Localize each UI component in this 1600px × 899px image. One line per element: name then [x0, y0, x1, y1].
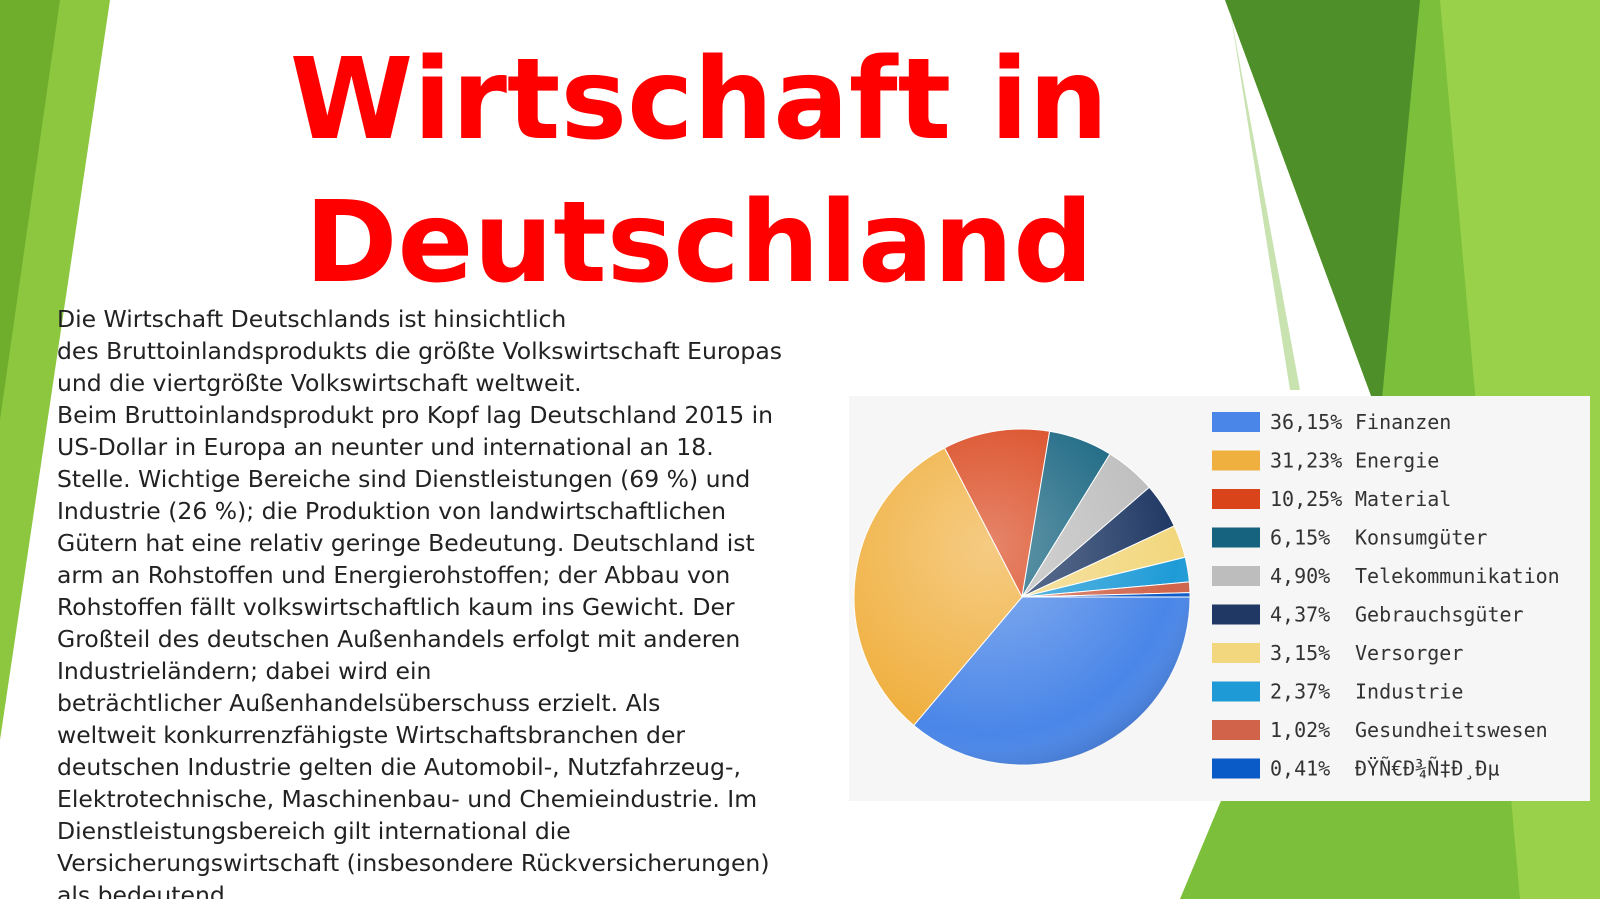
body-line: beträchtlicher Außenhandelsüberschuss er… — [57, 689, 660, 717]
legend-swatch — [1212, 412, 1260, 432]
legend-label: Energie — [1355, 449, 1439, 473]
legend-swatch — [1212, 681, 1260, 702]
body-line: Stelle. Wichtige Bereiche sind Dienstlei… — [57, 465, 750, 493]
body-line: Industrieländern; dabei wird ein — [57, 657, 431, 685]
legend-label: Versorger — [1355, 641, 1463, 665]
body-line: Beim Bruttoinlandsprodukt pro Kopf lag D… — [57, 401, 773, 429]
body-line: Die Wirtschaft Deutschlands ist hinsicht… — [57, 305, 566, 333]
legend-value: 2,37% — [1270, 680, 1330, 704]
body-line: Rohstoffen fällt volkswirtschaftlich kau… — [57, 593, 735, 621]
legend-value: 10,25% — [1270, 487, 1342, 511]
legend-swatch — [1212, 527, 1260, 548]
legend-value: 6,15% — [1270, 526, 1330, 550]
legend-value: 31,23% — [1270, 449, 1342, 473]
legend-label: Material — [1355, 487, 1451, 511]
legend-value: 3,15% — [1270, 641, 1330, 665]
legend-value: 0,41% — [1270, 757, 1330, 781]
body-line: Versicherungswirtschaft (insbesondere Rü… — [57, 849, 769, 877]
body-line: Großteil des deutschen Außenhandels erfo… — [57, 625, 740, 653]
body-line: des Bruttoinlandsprodukts die größte Vol… — [57, 337, 782, 365]
legend-swatch — [1212, 450, 1260, 471]
title-line: Deutschland — [305, 178, 1094, 308]
body-line: und die viertgrößte Volkswirtschaft welt… — [57, 369, 582, 397]
legend-swatch — [1212, 643, 1260, 663]
body-line: US-Dollar in Europa an neunter und inter… — [57, 433, 714, 461]
body-line: Elektrotechnische, Maschinenbau- und Che… — [57, 785, 757, 813]
body-line: Gütern hat eine relativ geringe Bedeutun… — [57, 529, 755, 557]
body-line: Industrie (26 %); die Produktion von lan… — [57, 497, 726, 525]
pie-shine — [854, 429, 1190, 765]
body-line: als bedeutend. — [57, 881, 232, 899]
legend-label: Finanzen — [1355, 410, 1451, 434]
legend: 36,15% Finanzen 31,23% Energie 10,25% Materia… — [1212, 410, 1560, 781]
deco-line — [1230, 10, 1300, 390]
legend-value: 4,37% — [1270, 603, 1330, 627]
deco-left-dark — [0, 0, 60, 420]
body-line: weltweit konkurrenzfähigste Wirtschaftsb… — [57, 721, 685, 749]
body-line: Dienstleistungsbereich gilt internationa… — [57, 817, 571, 845]
body-text: Die Wirtschaft Deutschlands ist hinsicht… — [57, 305, 782, 899]
legend-label: ÐŸÑ€Ð¾Ñ‡Ð¸Ðµ — [1355, 757, 1500, 781]
legend-label: Industrie — [1355, 680, 1463, 704]
legend-value: 1,02% — [1270, 718, 1330, 742]
legend-swatch — [1212, 489, 1260, 509]
legend-swatch — [1212, 566, 1260, 586]
title-line: Wirtschaft in — [290, 35, 1108, 165]
body-line: arm an Rohstoffen und Energierohstoffen;… — [57, 561, 730, 589]
body-line: deutschen Industrie gelten die Automobil… — [57, 753, 741, 781]
legend-label: Gesundheitswesen — [1355, 718, 1548, 742]
legend-swatch — [1212, 758, 1260, 779]
deco-right-dark — [1225, 0, 1420, 420]
legend-swatch — [1212, 720, 1260, 740]
legend-value: 4,90% — [1270, 564, 1330, 588]
legend-label: Telekommunikation — [1355, 564, 1560, 588]
legend-label: Gebrauchsgüter — [1355, 603, 1524, 627]
legend-swatch — [1212, 604, 1260, 625]
legend-label: Konsumgüter — [1355, 526, 1487, 550]
legend-value: 36,15% — [1270, 410, 1342, 434]
